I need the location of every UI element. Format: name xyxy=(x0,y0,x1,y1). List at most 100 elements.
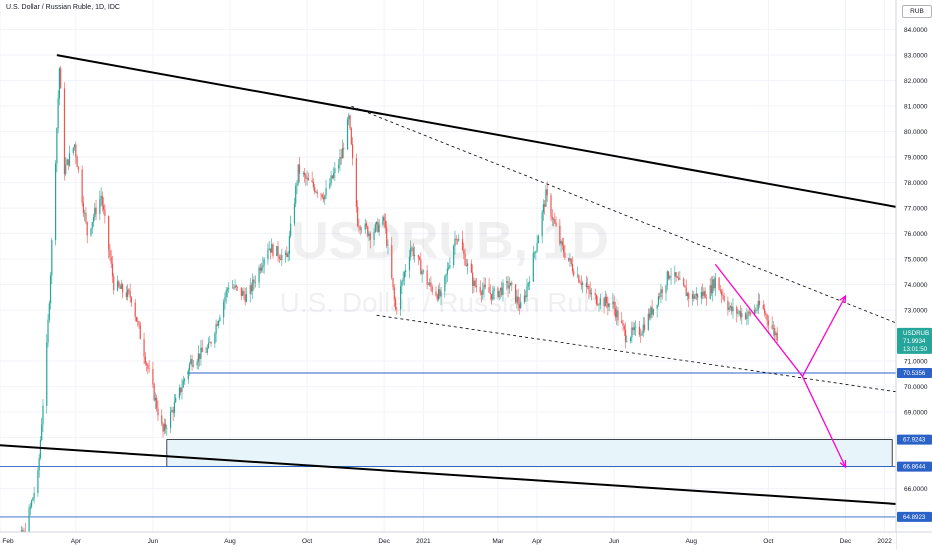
candle-body xyxy=(473,280,475,286)
horizontal-levels[interactable] xyxy=(0,372,896,518)
candle-125 xyxy=(223,298,225,325)
candle-body xyxy=(157,408,159,416)
candle-body xyxy=(597,304,599,305)
candle-body xyxy=(614,308,617,318)
candle-65 xyxy=(116,275,119,292)
symbol-title[interactable]: U.S. Dollar / Russian Ruble, 1D, IDC xyxy=(6,4,120,11)
candle-63 xyxy=(111,255,114,283)
price-axis[interactable]: 84.0000 83.0000 82.0000 81.0000 80.0000 79.00… xyxy=(895,0,932,550)
candle-body xyxy=(728,307,730,310)
candle-346 xyxy=(613,295,615,316)
candle-body xyxy=(350,128,352,145)
candle-body xyxy=(120,284,122,289)
axis-unit-button[interactable]: RUB xyxy=(902,5,932,18)
candle-body xyxy=(290,223,292,237)
candle-176 xyxy=(312,178,315,191)
time-tick-label: Apr xyxy=(71,538,82,545)
candle-290 xyxy=(515,284,517,304)
time-tick-label: Aug xyxy=(685,538,697,545)
candle-body xyxy=(135,316,138,322)
candle-93 xyxy=(164,418,167,434)
candle-body xyxy=(650,307,652,318)
candle-body xyxy=(693,294,695,299)
candle-body xyxy=(721,291,723,296)
time-tick-label: 2022 xyxy=(877,538,892,545)
candle-279 xyxy=(493,286,495,300)
candle-body xyxy=(192,365,194,367)
candle-361 xyxy=(640,328,642,343)
candle-194 xyxy=(343,142,345,159)
candle-217 xyxy=(384,213,387,234)
candle-259 xyxy=(458,234,460,243)
candle-body xyxy=(329,183,331,189)
candle-body xyxy=(750,312,752,315)
candle-body xyxy=(387,245,389,246)
candle-body xyxy=(774,328,776,336)
candle-24 xyxy=(42,399,44,433)
candle-body xyxy=(616,310,618,318)
candle-body xyxy=(541,212,543,237)
candle-body xyxy=(129,291,131,298)
candle-223 xyxy=(394,296,397,311)
candle-body xyxy=(46,342,48,406)
candle-body xyxy=(250,285,253,292)
candle-body xyxy=(197,353,200,362)
candle-body xyxy=(570,258,572,264)
candle-243 xyxy=(430,276,432,292)
candle-body xyxy=(235,285,237,287)
candle-body xyxy=(648,313,651,318)
candle-99 xyxy=(175,393,177,404)
candle-421 xyxy=(746,307,748,326)
candle-body xyxy=(58,68,60,99)
candle-body xyxy=(622,323,624,326)
candle-body xyxy=(252,279,254,292)
candle-body xyxy=(51,240,53,276)
candle-226 xyxy=(401,280,403,294)
candle-148 xyxy=(262,256,264,274)
candle-body xyxy=(48,303,50,320)
candle-body xyxy=(99,198,101,215)
price-label-level-4: 64.8923 xyxy=(897,511,932,522)
projection-arrows[interactable] xyxy=(714,263,847,469)
candle-139 xyxy=(245,287,248,303)
candle-78 xyxy=(138,320,140,329)
candle-435 xyxy=(771,316,773,330)
candle-438 xyxy=(775,331,777,341)
candle-282 xyxy=(499,287,502,299)
candle-280 xyxy=(497,286,499,299)
candle-body xyxy=(555,223,557,226)
candle-body xyxy=(103,205,105,210)
candle-285 xyxy=(506,276,508,291)
candle-body xyxy=(269,248,272,253)
support-zone[interactable] xyxy=(166,439,893,468)
candle-80 xyxy=(143,332,145,365)
candle-388 xyxy=(686,291,689,301)
candle-body xyxy=(679,278,681,280)
trend-lines[interactable] xyxy=(0,54,897,505)
candle-327 xyxy=(579,279,581,284)
candle-body xyxy=(657,296,660,305)
candle-135 xyxy=(240,287,242,300)
candle-241 xyxy=(427,282,430,286)
candle-210 xyxy=(373,228,375,246)
candle-380 xyxy=(674,265,676,285)
candle-402 xyxy=(712,275,714,302)
candle-body xyxy=(164,423,167,429)
candle-body xyxy=(394,299,397,310)
candle-body xyxy=(84,212,86,214)
candle-body xyxy=(665,285,667,294)
candle-89 xyxy=(157,400,159,422)
candle-body xyxy=(272,244,274,256)
candle-338 xyxy=(598,302,600,312)
candle-body xyxy=(765,313,767,315)
candle-54 xyxy=(95,199,97,220)
candle-272 xyxy=(482,282,484,300)
candle-body xyxy=(281,254,283,260)
candle-225 xyxy=(400,279,402,316)
candle-395 xyxy=(700,286,702,305)
candle-166 xyxy=(295,182,297,208)
time-axis[interactable]: Feb Apr Jun Aug Oct Dec 2021 Mar Apr Jun Aug Oct Dec… xyxy=(0,531,932,550)
candle-72 xyxy=(128,287,130,295)
